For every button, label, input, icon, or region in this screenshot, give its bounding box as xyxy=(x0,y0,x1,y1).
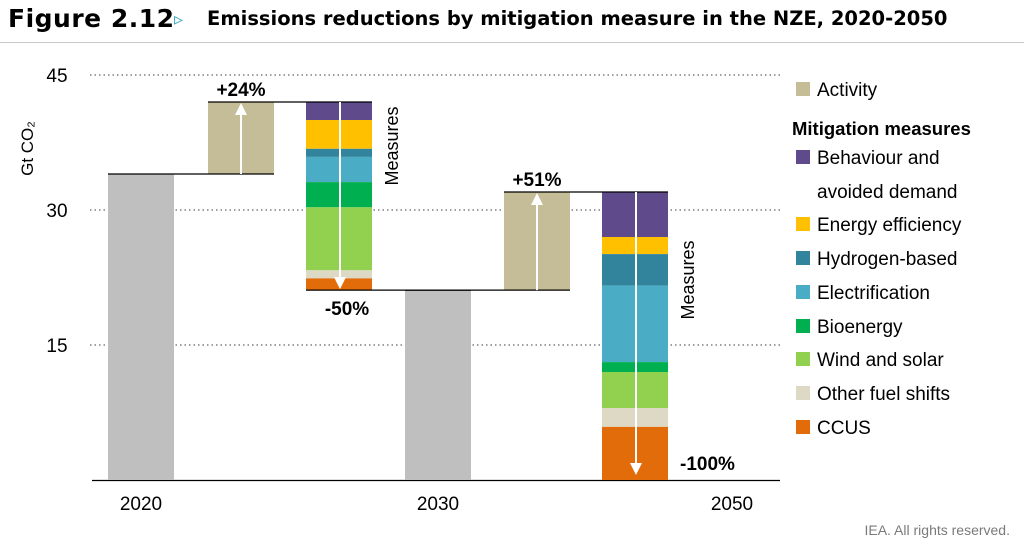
triangle-marker-icon: ▹ xyxy=(174,9,184,30)
legend-hydrogen-based-swatch xyxy=(796,251,810,265)
activity-change-label: +51% xyxy=(512,170,561,191)
bar-total-2020 xyxy=(108,174,174,480)
measures-arrow-label: Measures xyxy=(678,240,698,319)
legend-behaviour-swatch xyxy=(796,150,810,164)
legend-behaviour-label-line2: avoided demand xyxy=(817,182,958,203)
measures-arrow-head xyxy=(630,463,642,475)
x-category-label: 2030 xyxy=(417,494,459,515)
header-divider xyxy=(0,42,1024,43)
figure-number: Figure 2.12 xyxy=(8,4,175,33)
legend-ccus-label: CCUS xyxy=(817,418,871,439)
measures-change-label: -50% xyxy=(325,299,369,320)
legend-group-heading: Mitigation measures xyxy=(792,118,971,139)
legend-electrification-label: Electrification xyxy=(817,283,930,304)
figure-header: Figure 2.12 ▹ Emissions reductions by mi… xyxy=(0,0,1024,43)
y-tick-label: 30 xyxy=(46,201,67,222)
legend-other-fuel-shifts-swatch xyxy=(796,386,810,400)
legend-ccus-swatch xyxy=(796,420,810,434)
legend-wind-and-solar-label: Wind and solar xyxy=(817,350,944,371)
credit-note: IEA. All rights reserved. xyxy=(864,522,1010,538)
legend-activity-label: Activity xyxy=(817,80,878,101)
activity-arrow-head xyxy=(531,193,543,205)
y-tick-label: 15 xyxy=(46,336,67,357)
legend-other-fuel-shifts-label: Other fuel shifts xyxy=(817,384,950,405)
activity-arrow-head xyxy=(235,103,247,115)
bar-total-2030 xyxy=(405,290,471,480)
legend-electrification-swatch xyxy=(796,285,810,299)
measures-change-label: -100% xyxy=(680,454,735,475)
x-category-label: 2020 xyxy=(120,494,162,515)
legend-behaviour-label-line1: Behaviour and xyxy=(817,148,940,169)
activity-change-label: +24% xyxy=(216,80,265,101)
legend-hydrogen-based-label: Hydrogen-based xyxy=(817,249,957,270)
legend-bioenergy-swatch xyxy=(796,319,810,333)
legend-energy-efficiency-swatch xyxy=(796,217,810,231)
measures-arrow-head xyxy=(334,277,346,290)
legend-bioenergy-label: Bioenergy xyxy=(817,317,903,338)
measures-arrow-label: Measures xyxy=(382,106,402,185)
legend-activity-swatch xyxy=(796,82,810,96)
emissions-waterfall-chart: 15 30 45 Gt CO₂ +24% +51% -50% -100% Measures Mea… xyxy=(18,66,971,515)
figure-title: Emissions reductions by mitigation measu… xyxy=(207,7,948,30)
y-axis-label: Gt CO₂ xyxy=(18,121,37,176)
x-category-label: 2050 xyxy=(711,494,753,515)
y-tick-label: 45 xyxy=(46,66,67,87)
legend-wind-and-solar-swatch xyxy=(796,352,810,366)
legend-energy-efficiency-label: Energy efficiency xyxy=(817,215,962,236)
